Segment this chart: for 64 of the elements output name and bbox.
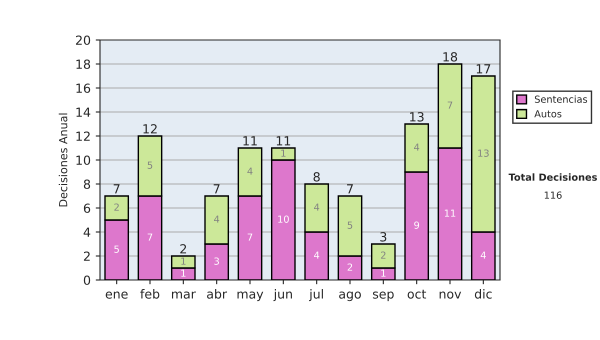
y-axis-title: Decisiones Anual (58, 114, 68, 206)
x-tick-label: ene (106, 292, 128, 299)
data-label: 1 (181, 270, 186, 277)
data-label: 4 (480, 252, 486, 259)
data-label: 4 (414, 144, 420, 151)
y-tick-label: 2 (84, 251, 90, 261)
total-label: 3 (380, 232, 386, 242)
data-label: 1 (281, 150, 286, 157)
y-tick-label: 16 (76, 83, 90, 93)
data-label: 5 (348, 222, 352, 229)
x-tick-label: jun (273, 289, 292, 302)
total-label: 12 (143, 124, 157, 134)
data-label: 9 (414, 221, 420, 229)
data-label: 1 (381, 270, 386, 277)
data-label: 1 (181, 258, 186, 265)
data-label: 7 (248, 234, 252, 241)
data-label: 4 (247, 168, 253, 175)
total-label: 8 (314, 172, 320, 182)
legend-label: Autos (534, 110, 562, 118)
data-label: 7 (448, 102, 452, 109)
data-label: 3 (214, 257, 219, 265)
x-tick-label: abr (207, 289, 228, 299)
data-label: 2 (114, 203, 119, 211)
y-tick-label: 14 (76, 108, 90, 117)
x-tick-label: may (238, 292, 264, 302)
x-tick-label: feb (140, 289, 160, 299)
y-tick-label: 20 (76, 35, 90, 45)
y-tick-label: 0 (84, 275, 90, 285)
data-label: 11 (444, 210, 456, 217)
total-label: 7 (347, 184, 353, 194)
data-label: 4 (314, 204, 320, 211)
total-label: 13 (410, 112, 424, 122)
data-label: 10 (278, 215, 289, 223)
total-label: 18 (443, 52, 458, 62)
text: Total Decisiones (508, 173, 597, 181)
total-label: 17 (476, 64, 490, 74)
total-label: 7 (214, 184, 220, 194)
total-label: 11 (276, 136, 290, 146)
total-label: 11 (243, 136, 257, 146)
y-tick-label: 10 (76, 155, 90, 165)
x-tick-label: oct (408, 290, 426, 299)
y-tick-label: 4 (84, 228, 90, 237)
y-tick-label: 12 (76, 131, 90, 141)
x-tick-label: sep (372, 292, 394, 302)
y-tick-label: 6 (84, 203, 90, 213)
data-label: 2 (380, 251, 386, 259)
x-tick-label: mar (172, 292, 196, 299)
data-label: 7 (148, 234, 152, 241)
x-tick-label: dic (474, 289, 492, 299)
x-tick-label: jul (309, 289, 323, 302)
x-tick-label: nov (440, 292, 462, 299)
data-label: 13 (478, 149, 489, 157)
data-label: 4 (214, 216, 220, 223)
legend-label: Sentencias (534, 95, 588, 103)
total-label: 2 (180, 244, 186, 254)
data-label: 2 (348, 263, 352, 271)
y-tick-label: 18 (76, 59, 90, 69)
data-label: 5 (148, 162, 152, 169)
x-tick-label: ago (339, 292, 361, 302)
text: 116 (544, 191, 562, 199)
data-label: 5 (114, 246, 119, 253)
y-tick-label: 8 (84, 179, 90, 189)
data-label: 4 (314, 252, 320, 259)
total-label: 7 (114, 184, 120, 194)
